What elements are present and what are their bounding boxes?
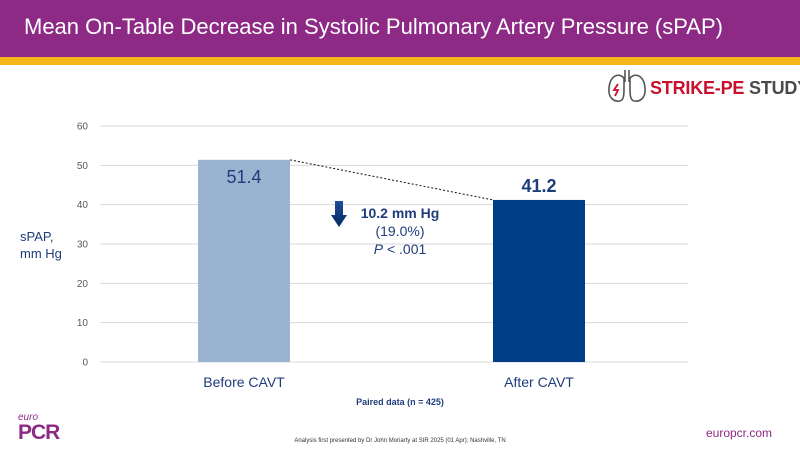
lungs-icon: [608, 70, 646, 102]
study-logo: STRIKE-PE STUDY: [606, 66, 800, 110]
y-tick-labels: 0 10 20 30 40 50 60: [77, 122, 89, 369]
paired-data-note: Paired data (n = 425): [356, 397, 444, 407]
decrease-connector-line: [289, 159, 494, 201]
value-label-0: 51.4: [226, 167, 261, 187]
p-symbol: P: [373, 241, 384, 257]
value-label-1: 41.2: [521, 176, 556, 196]
study-name-accent: STRIKE-PE: [650, 78, 745, 98]
y-tick-label-30: 30: [77, 240, 89, 251]
decrease-percent: (19.0%): [375, 223, 425, 239]
y-tick-label-20: 20: [77, 279, 89, 290]
category-labels: Before CAVT After CAVT: [203, 374, 574, 390]
y-axis-label-line-2: mm Hg: [20, 246, 62, 261]
decrease-annotation: 10.2 mm Hg (19.0%) P < .001: [350, 204, 450, 258]
y-tick-label-0: 0: [82, 358, 88, 369]
decrease-value: 10.2 mm Hg: [360, 205, 440, 221]
bar-0: [198, 159, 290, 362]
down-arrow-icon: [331, 201, 347, 227]
europcr-logo: euro PCR: [18, 412, 60, 446]
p-value: P < .001: [350, 240, 450, 258]
y-tick-label-50: 50: [77, 161, 89, 172]
bar-chart: 0 10 20 30 40 50 60 51.4 41.2 Before CAVT After …: [77, 122, 688, 390]
y-tick-label-40: 40: [77, 200, 89, 211]
category-label-0: Before CAVT: [203, 374, 285, 390]
logo-pcr: PCR: [18, 421, 60, 444]
y-axis-label-line-1: sPAP,: [20, 229, 54, 244]
footnote: Analysis first presented by Dr John Mori…: [294, 438, 506, 444]
accent-stripe: [0, 57, 800, 65]
bars: [198, 159, 585, 362]
y-tick-label-10: 10: [77, 318, 89, 329]
value-labels: 51.4 41.2: [226, 167, 556, 196]
y-tick-label-60: 60: [77, 122, 89, 133]
category-label-1: After CAVT: [504, 374, 574, 390]
logo-euro: euro: [18, 412, 39, 423]
title-banner: Mean On-Table Decrease in Systolic Pulmo…: [0, 0, 800, 57]
y-axis-label: sPAP, mm Hg: [20, 228, 76, 262]
website-link: europcr.com: [705, 426, 772, 440]
bar-1: [493, 199, 585, 362]
study-name-rest: STUDY: [749, 78, 800, 98]
p-value-text: < .001: [383, 241, 427, 257]
slide-title: Mean On-Table Decrease in Systolic Pulmo…: [24, 14, 723, 39]
